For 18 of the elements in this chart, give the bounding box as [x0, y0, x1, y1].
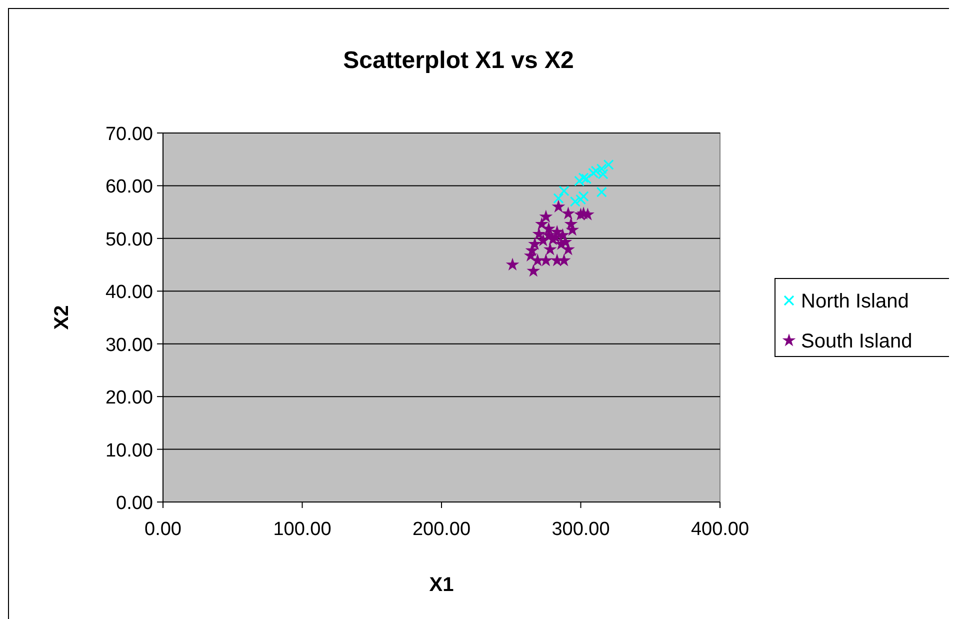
y-tick-label: 20.00: [105, 388, 153, 409]
y-tick-label: 50.00: [105, 229, 153, 250]
x-tick-label: 100.00: [273, 519, 332, 540]
y-tick-label: 60.00: [105, 176, 153, 198]
chart-title: Scatterplot X1 vs X2: [343, 47, 574, 74]
x-tick-label: 200.00: [412, 519, 471, 540]
y-tick-label: 70.00: [105, 124, 153, 145]
y-axis-title: X2: [51, 305, 73, 330]
y-tick-label: 30.00: [105, 334, 153, 356]
y-tick-label: 0.00: [116, 493, 153, 514]
x-axis-title: X1: [429, 574, 454, 596]
y-tick-label: 10.00: [105, 440, 153, 462]
x-tick-label: 400.00: [690, 519, 750, 540]
y-tick-label: 40.00: [105, 282, 153, 304]
legend-label: North Island: [801, 290, 909, 312]
x-tick-label: 300.00: [552, 519, 610, 540]
x-tick-label: 0.00: [144, 519, 182, 540]
legend-label: South Island: [801, 330, 912, 352]
